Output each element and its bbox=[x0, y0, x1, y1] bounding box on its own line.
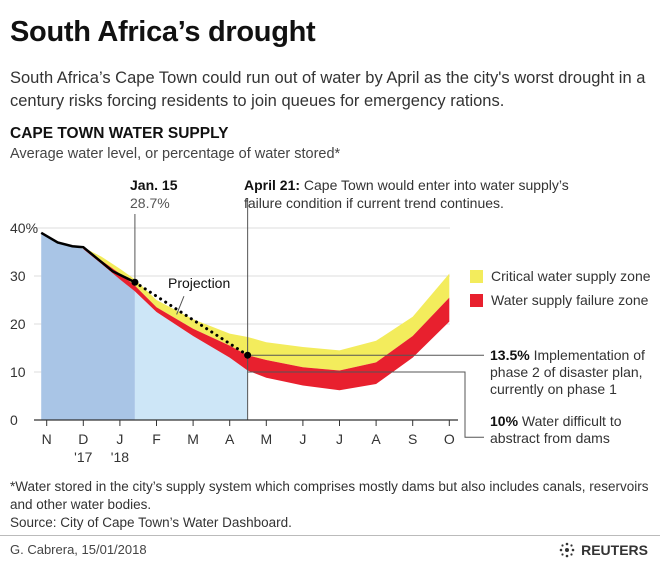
legend-failure-label: Water supply failure zone bbox=[491, 292, 649, 308]
intro-text: South Africa’s Cape Town could run out o… bbox=[10, 69, 646, 110]
x-tick-label: J bbox=[336, 431, 343, 447]
april21-annotation: April 21: Cape Town would enter into wat… bbox=[244, 177, 569, 211]
y-tick-label: 20 bbox=[10, 316, 26, 332]
footnote: *Water stored in the city’s supply syste… bbox=[10, 478, 650, 532]
jan15-point bbox=[131, 278, 139, 286]
y-tick-label: 10 bbox=[10, 364, 26, 380]
legend-critical-label: Critical water supply zone bbox=[491, 268, 651, 284]
x-tick-label: A bbox=[371, 431, 381, 447]
annotation-10: 10% Water difficult to abstract from dams bbox=[490, 413, 622, 446]
footnote-text: *Water stored in the city’s supply syste… bbox=[10, 479, 649, 512]
logo-text: REUTERS bbox=[581, 542, 648, 558]
actual-line bbox=[40, 231, 136, 284]
y-tick-label: 30 bbox=[10, 268, 26, 284]
projection-pointer bbox=[176, 295, 185, 315]
annotation-13-5: 13.5% Implementation of phase 2 of disast… bbox=[490, 347, 645, 397]
reuters-logo: REUTERS bbox=[558, 541, 648, 559]
x-tick-label: S bbox=[408, 431, 417, 447]
reuters-dots-icon bbox=[559, 542, 575, 558]
failure-zone bbox=[83, 248, 450, 391]
projected-area bbox=[134, 291, 248, 420]
legend-failure-swatch bbox=[470, 294, 483, 307]
x-tick-label: A bbox=[225, 431, 235, 447]
source-text: Source: City of Cape Town’s Water Dashbo… bbox=[10, 515, 292, 530]
x-tick-label: M bbox=[260, 431, 272, 447]
april21-text-1: Cape Town would enter into water supply’… bbox=[304, 177, 569, 193]
x-tick-label: O bbox=[444, 431, 455, 447]
legend-critical-swatch bbox=[470, 270, 483, 283]
projection-label: Projection bbox=[168, 275, 230, 291]
april21-point bbox=[244, 351, 252, 359]
jan15-value: 28.7% bbox=[130, 195, 170, 211]
april21-text-2: failure condition if current trend conti… bbox=[244, 195, 504, 211]
byline: G. Cabrera, 15/01/2018 bbox=[10, 542, 147, 557]
axes: 0 10 20 30 40% N D '17 J '18 F M A M J J A S O bbox=[10, 198, 484, 465]
april21-label: April 21: bbox=[244, 177, 300, 193]
chart: 0 10 20 30 40% N D '17 J '18 F M A M J J A S O Jan. 15 28.… bbox=[10, 177, 651, 465]
projection-line bbox=[133, 280, 250, 357]
line-10 bbox=[247, 371, 484, 438]
page-title: South Africa’s drought bbox=[10, 16, 316, 48]
x-tick-label: N bbox=[42, 431, 52, 447]
x-tick-label: D bbox=[78, 431, 88, 447]
x-tick-year: '17 bbox=[74, 449, 92, 465]
x-tick-label: M bbox=[187, 431, 199, 447]
areas bbox=[41, 232, 450, 420]
chart-title: CAPE TOWN WATER SUPPLY bbox=[10, 125, 229, 142]
actual-area bbox=[41, 232, 135, 420]
critical-zone bbox=[83, 247, 450, 371]
x-tick-year: '18 bbox=[111, 449, 129, 465]
x-tick-label: F bbox=[152, 431, 161, 447]
x-tick-label: J bbox=[299, 431, 306, 447]
annotations: Jan. 15 28.7% April 21: Cape Town would … bbox=[130, 177, 651, 446]
chart-subtitle: Average water level, or percentage of wa… bbox=[10, 146, 341, 162]
y-tick-label: 40% bbox=[10, 220, 38, 236]
jan15-label: Jan. 15 bbox=[130, 177, 178, 193]
x-tick-label: J bbox=[116, 431, 123, 447]
divider bbox=[0, 535, 660, 536]
y-tick-label: 0 bbox=[10, 412, 18, 428]
